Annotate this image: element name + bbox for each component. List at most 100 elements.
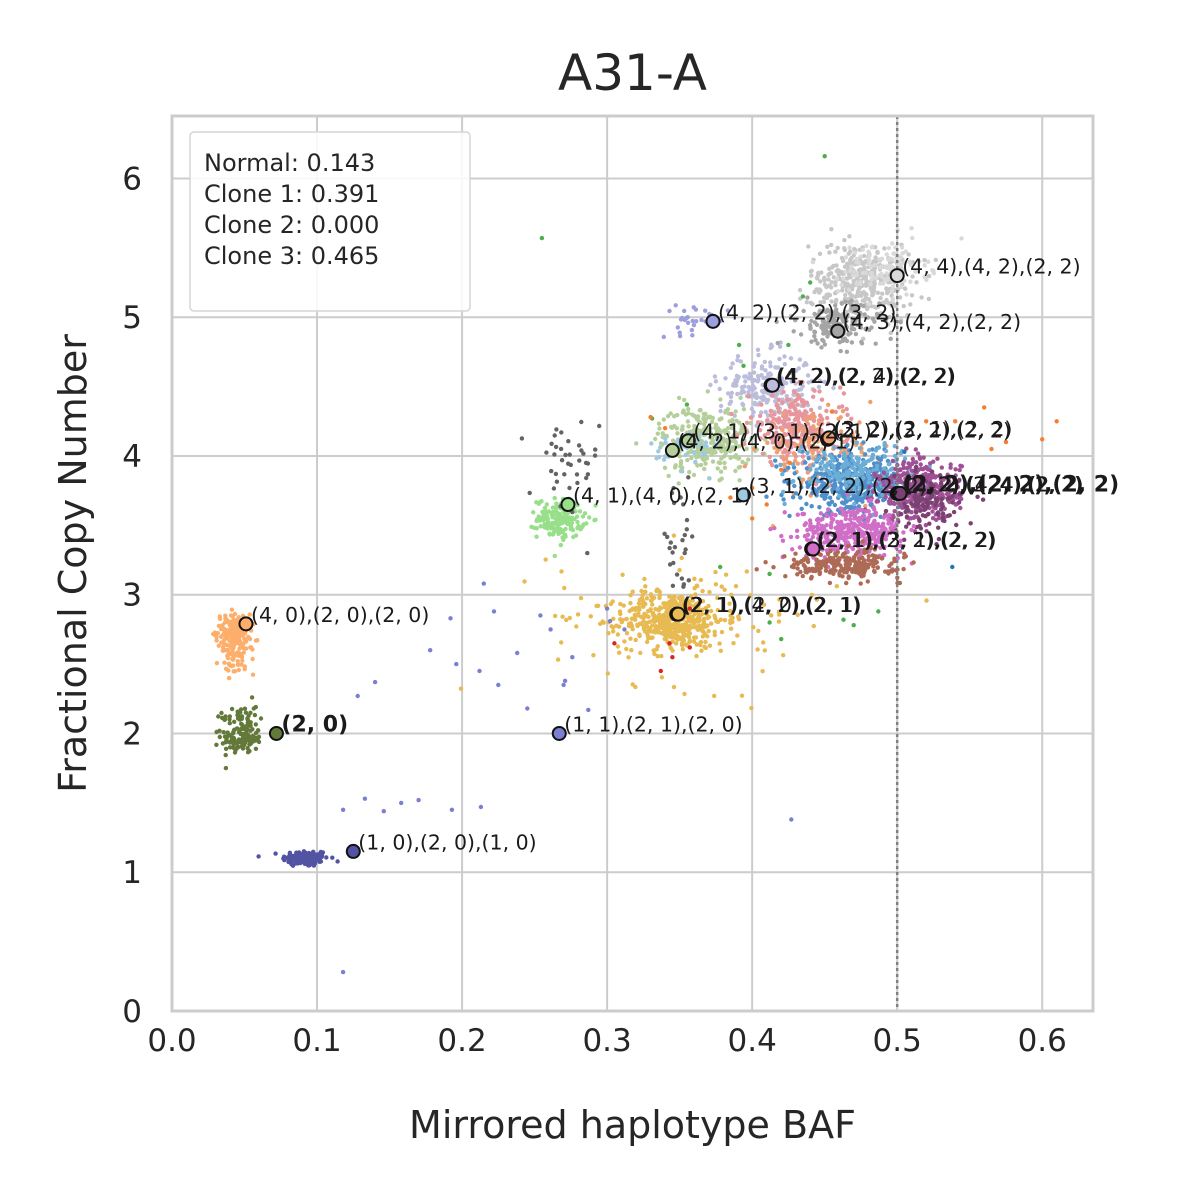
data-point (611, 616, 616, 621)
data-point (875, 250, 880, 255)
data-point (863, 503, 868, 509)
data-point (712, 693, 717, 699)
data-point (792, 392, 797, 398)
data-point (663, 436, 668, 441)
data-point (738, 395, 743, 400)
data-point (834, 584, 839, 589)
data-point (661, 334, 666, 340)
data-point (228, 651, 234, 656)
data-point (519, 436, 525, 441)
data-point (913, 483, 918, 488)
data-point (861, 475, 866, 481)
data-point (855, 472, 860, 477)
data-point (899, 284, 904, 290)
data-point (694, 642, 699, 647)
data-point (595, 603, 601, 608)
data-point (855, 322, 860, 328)
data-point (808, 407, 814, 412)
data-point (566, 439, 571, 444)
data-point (882, 454, 888, 459)
data-point (940, 503, 945, 509)
data-point (866, 469, 872, 474)
data-point (791, 329, 796, 334)
data-point (989, 446, 994, 452)
data-point (622, 627, 627, 632)
data-point (235, 652, 240, 657)
data-point (833, 551, 838, 556)
data-point (740, 401, 745, 407)
cluster-point-group (256, 849, 340, 868)
data-point (559, 640, 564, 645)
data-point (861, 513, 867, 519)
data-point (852, 516, 857, 521)
data-point (239, 716, 244, 721)
data-point (702, 644, 707, 649)
data-point (232, 611, 238, 617)
data-point (754, 423, 759, 428)
data-point (838, 415, 843, 420)
data-point (683, 452, 688, 458)
data-point (748, 386, 753, 391)
data-point (696, 619, 701, 624)
data-point (680, 636, 685, 641)
data-point (959, 496, 964, 502)
data-point (675, 325, 680, 330)
data-point (744, 420, 750, 425)
data-point (712, 374, 718, 379)
data-point (550, 520, 555, 526)
data-point (800, 438, 805, 443)
data-point (536, 514, 541, 519)
data-point (836, 405, 842, 410)
data-point (898, 320, 903, 325)
data-point (735, 376, 740, 381)
data-point (852, 461, 858, 467)
x-tick-label: 0.2 (437, 1023, 486, 1059)
data-point (416, 797, 421, 803)
data-point (841, 439, 846, 445)
data-point (926, 296, 931, 302)
data-point (655, 644, 660, 649)
data-point (797, 448, 802, 454)
chart-title: A31-A (558, 44, 707, 102)
data-point (847, 245, 852, 250)
cluster-point-group (214, 720, 262, 771)
data-point (843, 255, 848, 260)
data-point (907, 259, 912, 264)
data-point (678, 464, 683, 469)
data-point (812, 289, 817, 295)
data-point (793, 318, 798, 323)
data-point (953, 480, 958, 485)
data-point (849, 260, 855, 266)
data-point (795, 392, 800, 397)
data-point (846, 287, 852, 292)
data-point (872, 471, 877, 476)
data-point (886, 322, 891, 327)
data-point (822, 342, 828, 347)
data-point (727, 419, 732, 424)
data-point (234, 638, 239, 643)
data-point (650, 623, 655, 628)
data-point (222, 626, 227, 631)
data-point (686, 578, 691, 583)
data-point (700, 626, 705, 631)
data-point (796, 427, 801, 432)
data-point (717, 417, 722, 422)
data-point (643, 589, 648, 594)
data-point (901, 260, 907, 266)
data-point (698, 577, 704, 583)
data-point (656, 588, 661, 593)
data-point (718, 403, 724, 409)
data-point (752, 385, 757, 391)
data-point (749, 406, 755, 411)
data-point (746, 457, 751, 462)
data-point (744, 446, 749, 451)
cluster-copy-number-label: (3, 1),(2, 2),(2, 2) (748, 474, 926, 498)
data-point (554, 479, 560, 484)
data-point (849, 326, 854, 332)
data-point (913, 447, 918, 452)
data-point (319, 850, 325, 855)
data-point (769, 342, 774, 347)
data-point (822, 452, 827, 457)
data-point (864, 243, 869, 248)
data-point (867, 476, 872, 481)
